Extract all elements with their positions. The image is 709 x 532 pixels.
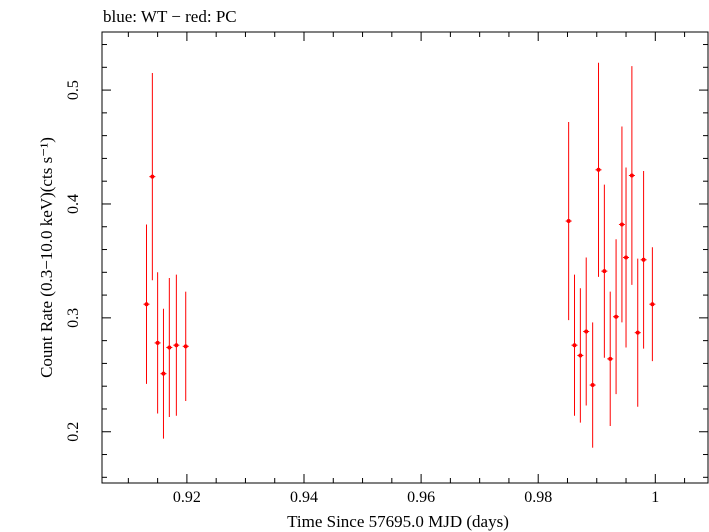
y-axis-label: Count Rate (0.3−10.0 keV)(cts s⁻¹): [37, 137, 56, 378]
data-point: [149, 73, 156, 281]
x-axis-label: Time Since 57695.0 MJD (days): [287, 512, 509, 531]
x-tick-label: 0.92: [173, 489, 201, 506]
data-marker: [144, 302, 149, 307]
data-point: [166, 278, 173, 417]
data-point: [634, 258, 641, 407]
data-marker: [614, 314, 619, 319]
axes: 0.92 0.94 0.96 0.98 1 0.2 0.3 0.4 0.5: [65, 32, 708, 506]
data-marker: [650, 302, 655, 307]
data-point: [577, 288, 584, 423]
data-point: [565, 121, 572, 321]
data-marker: [150, 174, 155, 179]
data-marker: [602, 269, 607, 274]
y-tick-label: 0.4: [65, 194, 82, 214]
data-marker: [566, 219, 571, 224]
data-point: [595, 62, 602, 277]
data-point: [583, 257, 590, 406]
data-point: [173, 274, 180, 416]
data-marker: [167, 345, 172, 350]
data-marker: [608, 356, 613, 361]
x-tick-label: 0.98: [524, 489, 552, 506]
data-marker: [635, 330, 640, 335]
data-point: [571, 274, 578, 416]
data-marker: [629, 173, 634, 178]
plot-frame: [101, 31, 709, 484]
y-tick-label: 0.5: [65, 80, 82, 100]
y-tick-label: 0.2: [65, 422, 82, 442]
data-marker: [174, 343, 179, 348]
data-point: [160, 308, 167, 439]
data-marker: [161, 371, 166, 376]
data-marker: [619, 222, 624, 227]
data-point: [613, 239, 620, 395]
data-point: [618, 126, 625, 323]
x-tick-label: 0.94: [290, 489, 318, 506]
data-marker: [155, 340, 160, 345]
data-point: [182, 291, 189, 401]
y-tick-label: 0.3: [65, 308, 82, 328]
data-point: [154, 272, 161, 414]
chart-title: blue: WT − red: PC: [103, 7, 237, 26]
data-marker: [596, 167, 601, 172]
data-point: [143, 224, 150, 384]
data-point: [601, 184, 608, 358]
data-marker: [584, 329, 589, 334]
data-point: [607, 291, 614, 427]
x-tick-label: 0.96: [407, 489, 435, 506]
data-marker: [624, 255, 629, 260]
data-marker: [572, 343, 577, 348]
x-tick-label: 1: [651, 489, 659, 506]
data-point: [628, 66, 635, 285]
data-marker: [590, 383, 595, 388]
data-points: [143, 62, 656, 448]
data-point: [640, 170, 647, 349]
data-marker: [641, 257, 646, 262]
data-point: [623, 167, 630, 348]
data-marker: [578, 353, 583, 358]
data-point: [589, 322, 596, 448]
data-point: [649, 247, 656, 362]
data-marker: [183, 344, 188, 349]
